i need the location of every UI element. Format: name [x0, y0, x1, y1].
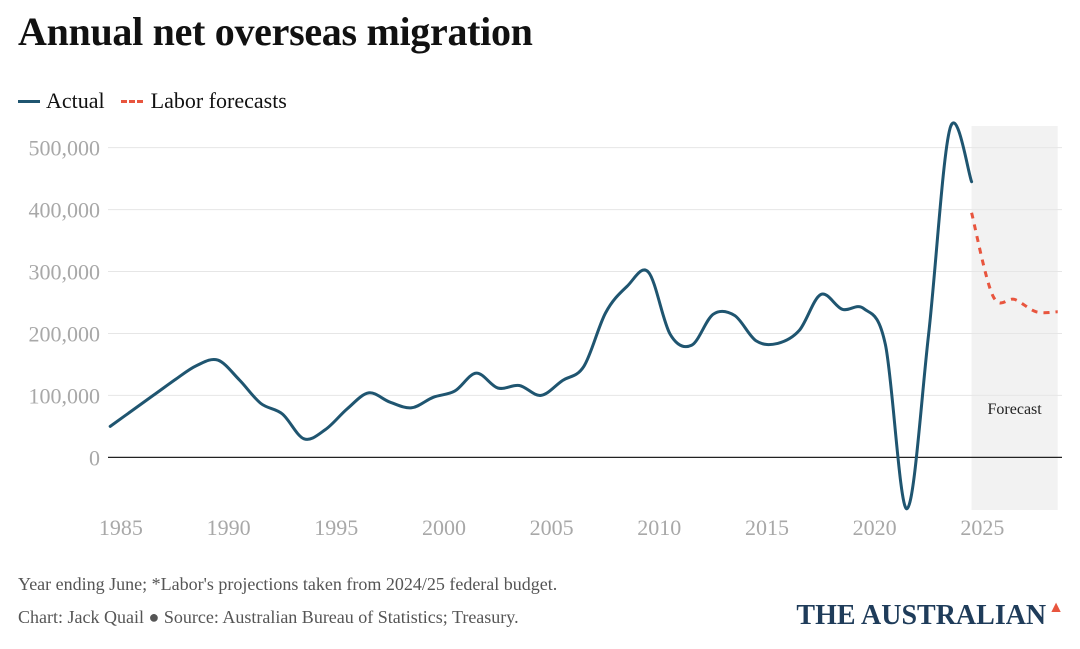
legend: Actual Labor forecasts — [18, 86, 303, 116]
x-tick-label: 2020 — [853, 515, 897, 540]
source-credit: Chart: Jack Quail ● Source: Australian B… — [18, 607, 519, 627]
x-tick-label: 2005 — [530, 515, 574, 540]
chart-title: Annual net overseas migration — [18, 9, 533, 54]
legend-item-actual: Actual — [18, 88, 105, 114]
x-tick-label: 1995 — [314, 515, 358, 540]
x-tick-label: 1990 — [207, 515, 251, 540]
publisher-logo: THE AUSTRALIAN ▲ — [796, 599, 1064, 632]
australia-map-icon: ▲ — [1048, 599, 1064, 616]
legend-label-actual: Actual — [46, 88, 105, 113]
actual-series-line — [108, 121, 974, 511]
y-tick-label: 100,000 — [29, 383, 101, 408]
line-chart: Forecast 0 100,000 200,000 300,000 400,000 500… — [29, 121, 1062, 540]
footnote: Year ending June; *Labor's projections t… — [18, 574, 558, 594]
y-tick-label: 300,000 — [29, 260, 101, 285]
y-tick-label: 0 — [89, 445, 100, 470]
y-tick-label: 500,000 — [29, 136, 101, 161]
legend-swatch-actual — [18, 99, 40, 103]
x-tick-label: 2025 — [960, 515, 1004, 540]
forecast-region-label: Forecast — [988, 401, 1043, 418]
x-tick-label: 2000 — [422, 515, 466, 540]
legend-item-forecast: Labor forecasts — [120, 88, 287, 114]
forecast-series-line — [970, 212, 1058, 315]
x-tick-label: 2015 — [745, 515, 789, 540]
y-tick-label: 200,000 — [29, 321, 101, 346]
x-tick-label: 2010 — [637, 515, 681, 540]
legend-swatch-forecast — [120, 99, 143, 103]
y-tick-label: 400,000 — [29, 198, 101, 223]
forecast-region — [971, 126, 1058, 510]
x-tick-label: 1985 — [99, 515, 143, 540]
publisher-name: THE AUSTRALIAN — [796, 600, 1047, 631]
legend-label-forecast: Labor forecasts — [150, 88, 287, 113]
